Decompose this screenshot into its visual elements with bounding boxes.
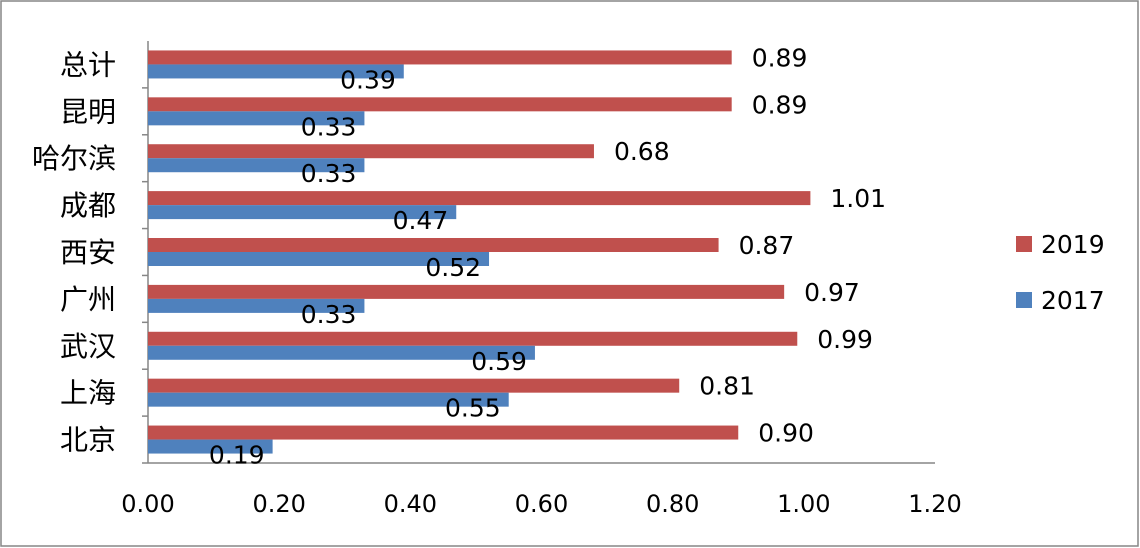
bar-2019 [148,238,719,252]
data-label-2017: 0.33 [301,300,357,329]
data-label-2019: 0.81 [699,372,755,401]
x-tick-label: 0.40 [384,490,437,518]
y-category-label: 北京 [60,424,116,457]
y-category-label: 成都 [60,189,116,222]
data-label-2017: 0.19 [209,441,265,470]
legend-label-2017: 2017 [1041,286,1105,315]
data-label-2019: 0.87 [739,231,795,260]
legend-swatch-2017 [1016,292,1032,308]
data-label-2019: 1.01 [830,184,886,213]
bar-2019 [148,50,732,65]
data-label-2017: 0.55 [445,394,501,423]
bar-2017 [148,392,509,407]
bar-2017 [148,205,457,220]
y-category-label: 西安 [60,236,116,269]
x-tick-label: 0.00 [121,490,174,518]
x-tick-label: 0.20 [252,490,305,518]
data-label-2019: 0.68 [614,137,670,166]
legend-swatch-2019 [1016,236,1032,252]
y-category-label: 昆明 [60,95,116,128]
bar-2019 [148,144,594,159]
x-tick-label: 1.00 [777,490,830,518]
data-label-2017: 0.47 [393,206,449,235]
bar-2017 [148,111,365,126]
legend-label-2019: 2019 [1041,230,1105,259]
data-label-2017: 0.52 [425,253,481,282]
data-label-2019: 0.97 [804,278,860,307]
data-label-2019: 0.89 [752,43,808,72]
x-tick-label: 1.20 [908,490,961,518]
bar-2019 [148,191,811,206]
bar-2019 [148,425,739,440]
bar-2017 [148,298,365,313]
y-category-label: 武汉 [60,330,116,363]
y-category-label: 广州 [60,283,116,316]
y-category-label: 上海 [60,377,116,410]
bar-2017 [148,345,535,360]
bar-2017 [148,64,404,79]
data-label-2019: 0.90 [758,419,814,448]
bar-2017 [148,252,490,266]
bar-2017 [148,439,273,454]
bar-2019 [148,331,798,346]
data-label-2019: 0.99 [817,325,873,354]
bar-2019 [148,284,785,299]
data-label-2017: 0.39 [340,65,396,94]
bar-2019 [148,97,732,112]
data-label-2017: 0.33 [301,112,357,141]
data-label-2019: 0.89 [752,90,808,119]
x-tick-label: 0.80 [646,490,699,518]
x-tick-label: 0.60 [515,490,568,518]
data-label-2017: 0.33 [301,159,357,188]
y-category-label: 总计 [60,48,116,81]
bar-2017 [148,158,365,173]
bar-2019 [148,378,680,393]
y-category-label: 哈尔滨 [32,142,116,175]
data-label-2017: 0.59 [471,347,527,376]
